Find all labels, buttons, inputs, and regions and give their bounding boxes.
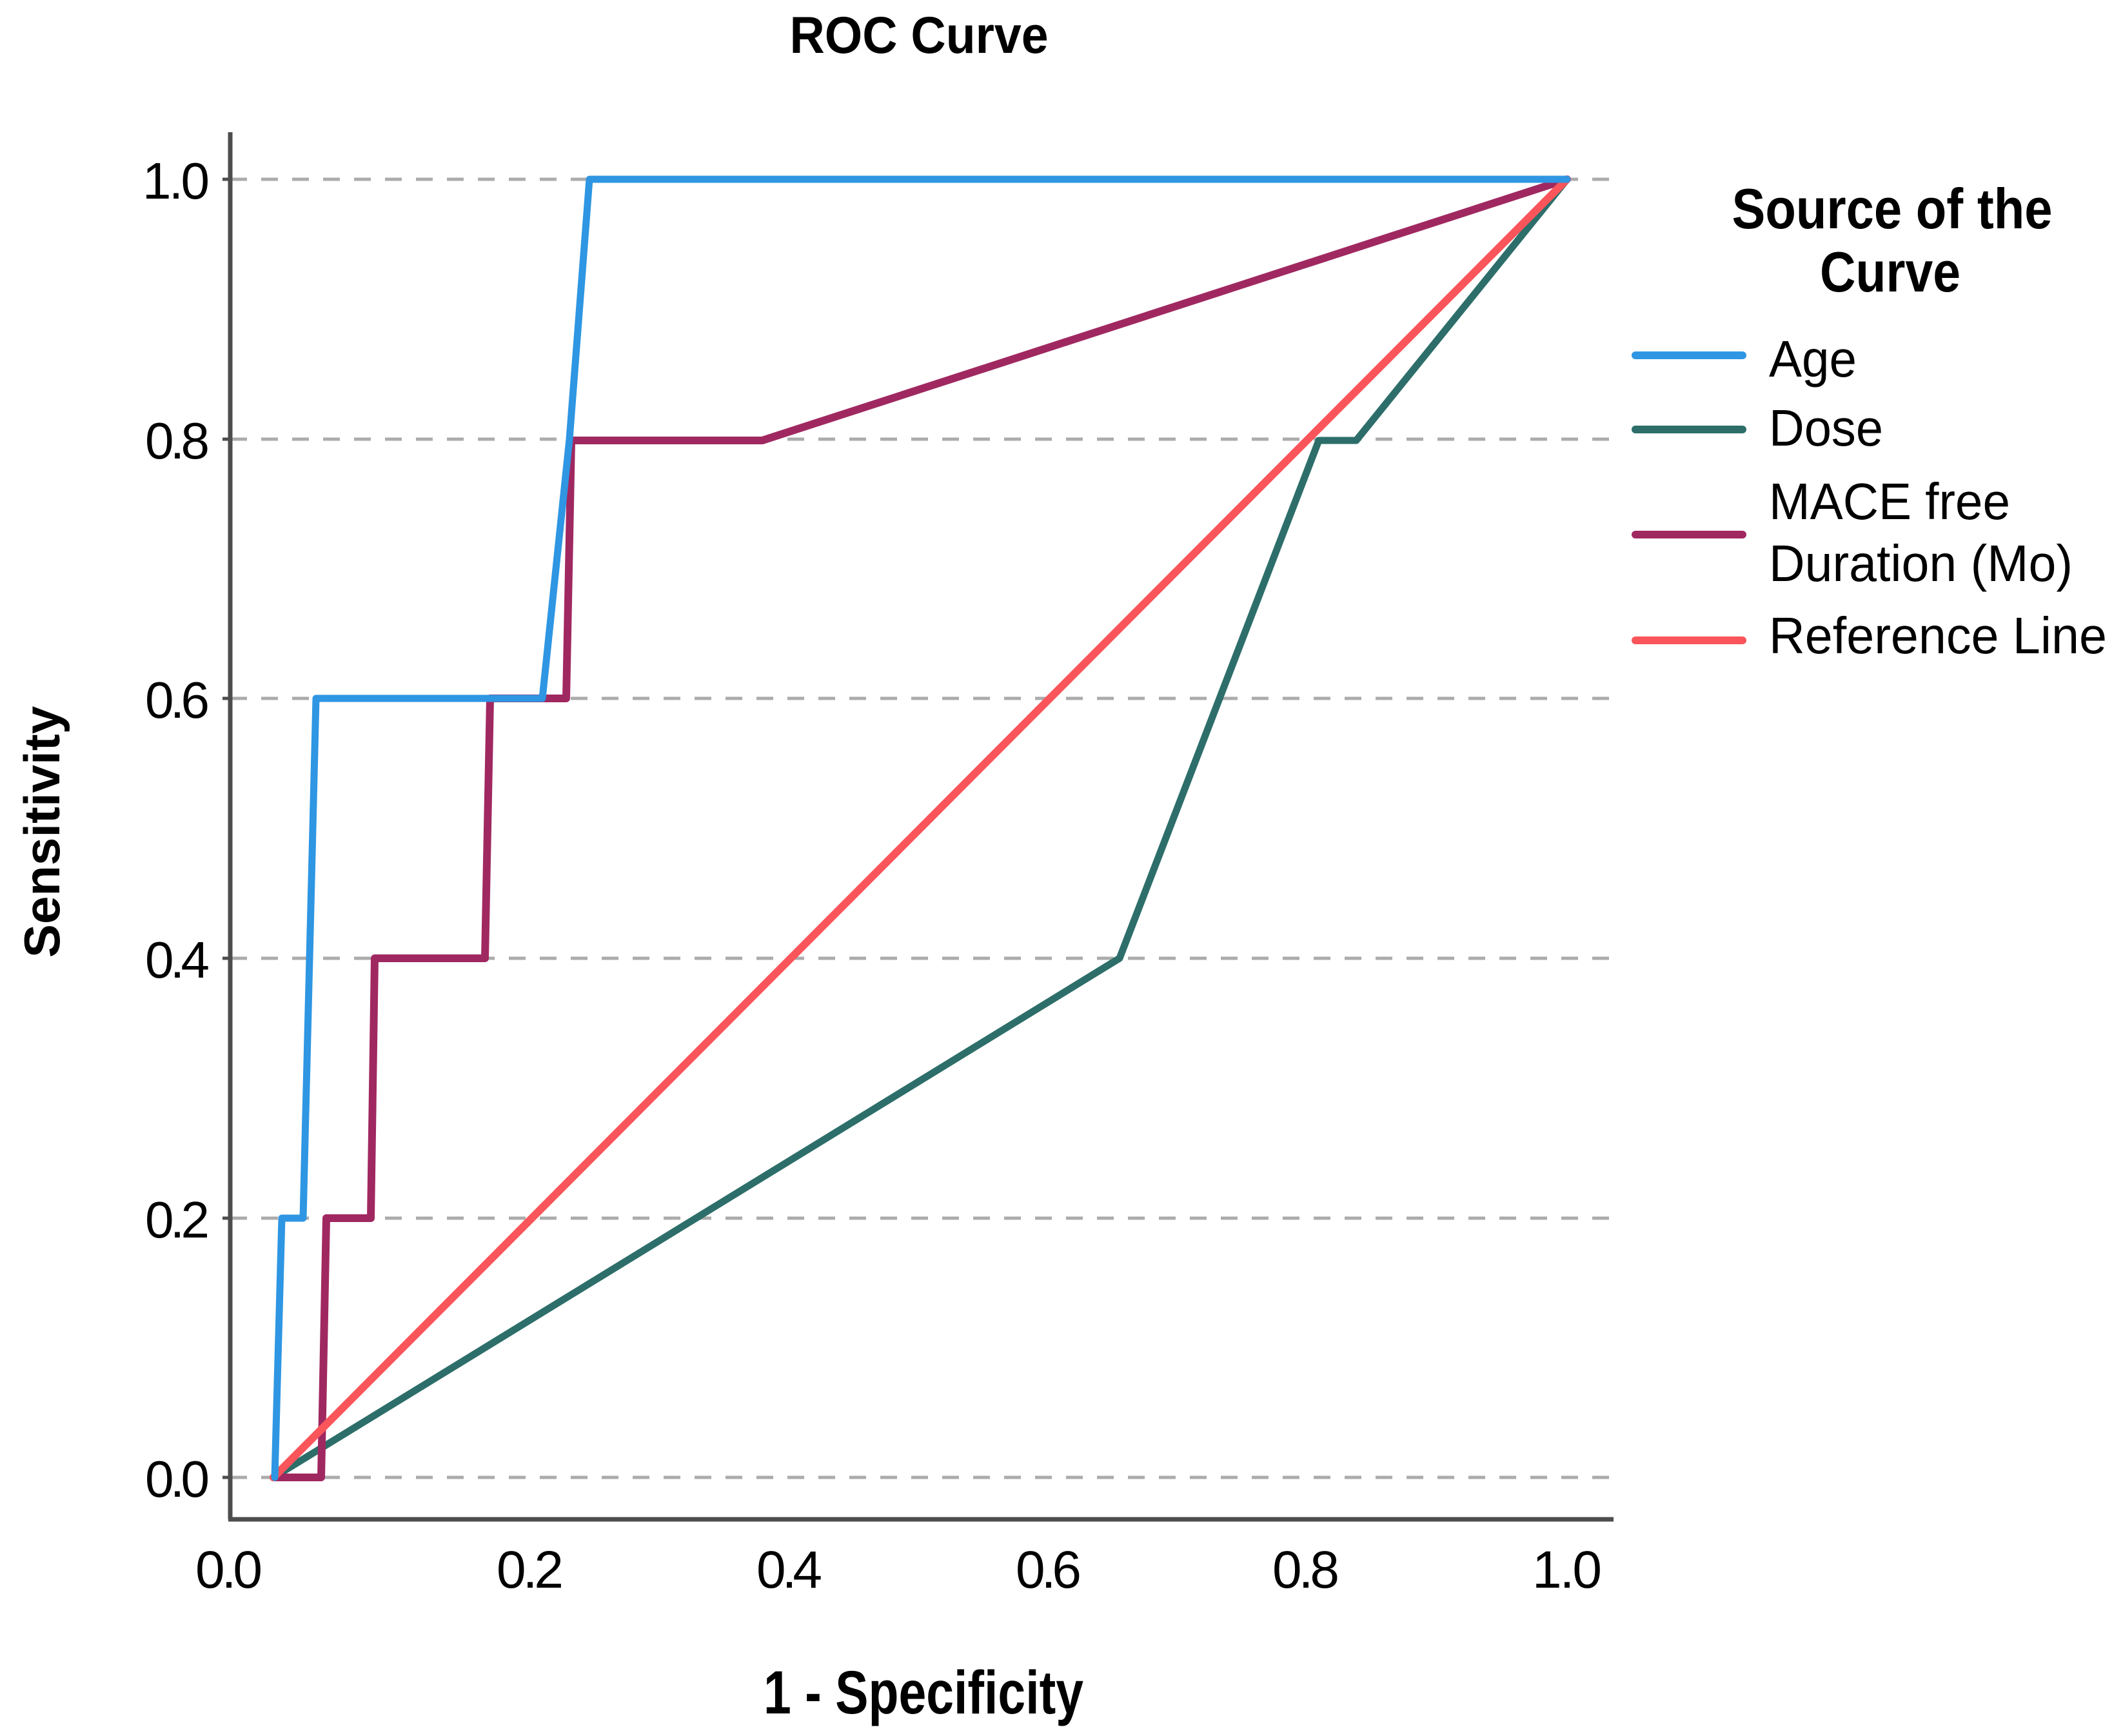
svg-text:0.8: 0.8 (1272, 1541, 1339, 1599)
svg-text:1.0: 1.0 (143, 152, 210, 210)
svg-text:0.0: 0.0 (195, 1541, 262, 1599)
svg-text:Source of the: Source of the (1732, 177, 2053, 241)
svg-text:ROC Curve: ROC Curve (790, 6, 1049, 64)
svg-text:Curve: Curve (1820, 240, 1960, 304)
svg-text:0.6: 0.6 (145, 671, 210, 729)
svg-text:Age: Age (1769, 330, 1857, 388)
svg-text:1 - Specificity: 1 - Specificity (764, 1659, 1083, 1727)
svg-text:Sensitivity: Sensitivity (14, 706, 70, 958)
svg-text:MACE free: MACE free (1769, 473, 2010, 530)
svg-text:Reference Line: Reference Line (1769, 607, 2107, 664)
svg-text:0.2: 0.2 (145, 1191, 210, 1248)
svg-text:0.2: 0.2 (497, 1541, 564, 1599)
svg-text:0.0: 0.0 (145, 1450, 210, 1508)
svg-text:0.6: 0.6 (1016, 1541, 1081, 1599)
svg-text:Dose: Dose (1769, 399, 1883, 457)
svg-text:0.8: 0.8 (145, 412, 210, 469)
svg-text:1.0: 1.0 (1532, 1541, 1602, 1599)
svg-text:Duration (Mo): Duration (Mo) (1769, 535, 2073, 592)
svg-text:0.4: 0.4 (145, 931, 210, 989)
svg-text:0.4: 0.4 (756, 1541, 822, 1599)
